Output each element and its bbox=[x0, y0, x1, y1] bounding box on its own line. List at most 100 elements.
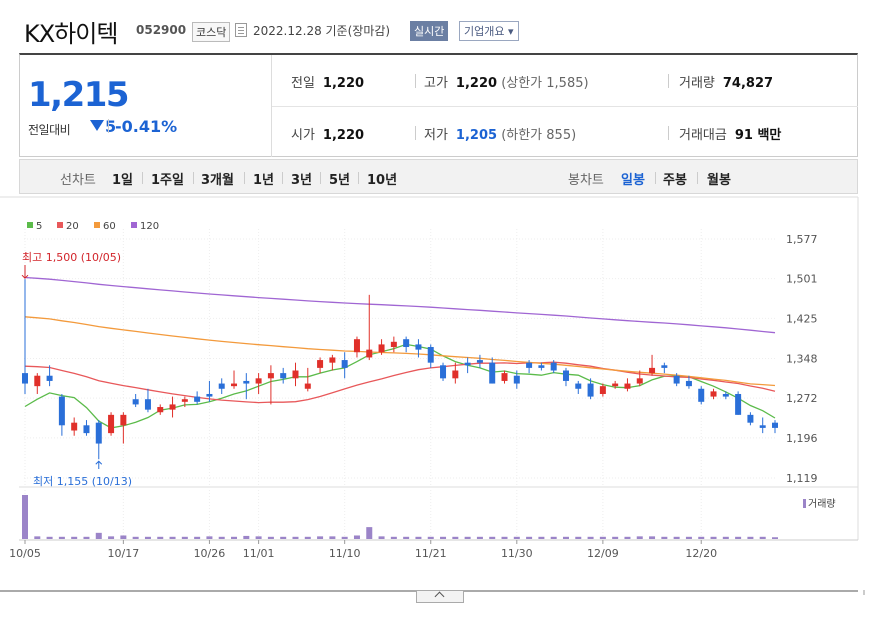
divider bbox=[193, 172, 194, 184]
candle-daily[interactable]: 일봉 bbox=[621, 173, 645, 188]
prev-close-label: 전일 bbox=[291, 76, 315, 91]
candle-chart-label: 봉차트 bbox=[568, 173, 604, 188]
x-tick-label: 11/10 bbox=[329, 547, 361, 560]
period-3y[interactable]: 3년 bbox=[291, 173, 313, 188]
volume-bar bbox=[95, 532, 102, 539]
volume-bar bbox=[440, 536, 447, 539]
volume-bar bbox=[538, 536, 545, 539]
realtime-button[interactable]: 실시간 bbox=[410, 21, 449, 41]
volume-bar bbox=[231, 536, 238, 539]
candle-body bbox=[624, 383, 631, 389]
change-value: 5 bbox=[90, 117, 116, 136]
candle-monthly[interactable]: 월봉 bbox=[707, 173, 731, 188]
x-tick-label: 10/26 bbox=[194, 547, 226, 560]
volume-bar bbox=[710, 536, 717, 539]
candle-body bbox=[587, 383, 594, 397]
max-arrow bbox=[21, 265, 29, 279]
period-3m[interactable]: 3개월 bbox=[201, 173, 234, 188]
lower-limit: (하한가 855) bbox=[501, 128, 577, 143]
volume-bar bbox=[46, 536, 53, 539]
high-value: 1,220 bbox=[455, 76, 498, 91]
candle-body bbox=[194, 396, 201, 402]
collapse-chart-button[interactable] bbox=[416, 591, 464, 603]
header: KX하이텍 052900 코스닥 2022.12.28 기준(장마감) 실시간 … bbox=[0, 0, 870, 52]
volume-bar bbox=[181, 536, 188, 539]
volume-bar bbox=[206, 536, 213, 539]
candle-body bbox=[476, 360, 483, 363]
period-1y[interactable]: 1년 bbox=[253, 173, 275, 188]
candle-body bbox=[759, 425, 766, 428]
candle-body bbox=[255, 378, 262, 384]
candle-body bbox=[612, 383, 619, 387]
divider bbox=[320, 172, 321, 184]
x-tick-label: 10/05 bbox=[9, 547, 41, 560]
row-divider bbox=[272, 106, 858, 107]
volume-bar bbox=[329, 536, 336, 539]
x-tick-label: 11/21 bbox=[415, 547, 447, 560]
volume-label: 거래량 bbox=[679, 76, 715, 91]
volume-bars bbox=[22, 495, 778, 539]
volume-bar bbox=[661, 536, 668, 539]
change-amount: 5 bbox=[105, 117, 117, 136]
volume-bar bbox=[58, 536, 65, 539]
candle-body bbox=[34, 375, 41, 387]
open-value: 1,220 bbox=[322, 128, 365, 143]
period-5y[interactable]: 5년 bbox=[329, 173, 351, 188]
volume-bar bbox=[636, 536, 643, 539]
candle-body bbox=[157, 407, 164, 413]
candle-body bbox=[649, 367, 656, 374]
volume-bar bbox=[132, 536, 139, 539]
divider bbox=[142, 172, 143, 184]
ma-line-60 bbox=[24, 316, 776, 387]
period-10y[interactable]: 10년 bbox=[367, 173, 398, 188]
candle-body bbox=[501, 373, 508, 381]
candle-body bbox=[95, 422, 102, 444]
quote-panel: 1,215 전일대비 5 -0.41% 전일 1,220 고가 1,220 (상한가… bbox=[19, 53, 858, 157]
volume-bar bbox=[366, 527, 373, 539]
low-label: 저가 bbox=[424, 128, 448, 143]
company-overview-button[interactable]: 기업개요 ▾ bbox=[459, 21, 519, 41]
x-tick-label: 11/01 bbox=[243, 547, 275, 560]
candle-body bbox=[292, 370, 299, 379]
volume-bar bbox=[120, 535, 127, 539]
candle-body bbox=[599, 386, 606, 394]
candle-body bbox=[181, 399, 188, 402]
candle-body bbox=[538, 365, 545, 368]
x-tick-label: 12/20 bbox=[685, 547, 717, 560]
candle-body bbox=[341, 360, 348, 368]
candle-body bbox=[304, 383, 311, 389]
x-tick-label: 12/09 bbox=[587, 547, 619, 560]
base-date: 2022.12.28 기준(장마감) bbox=[253, 24, 391, 38]
period-1w[interactable]: 1주일 bbox=[151, 173, 184, 188]
candle-body bbox=[526, 362, 533, 368]
candlestick-chart: 5 20 60 120 1,5771,5011,4251,3481,2721,1961… bbox=[0, 196, 865, 595]
y-tick-label: 1,119 bbox=[786, 472, 818, 485]
candle-body bbox=[169, 404, 176, 410]
candle-body bbox=[550, 362, 557, 371]
candle-body bbox=[144, 399, 151, 410]
quote-summary: 1,215 전일대비 5 -0.41% bbox=[20, 55, 272, 157]
divider bbox=[655, 172, 656, 184]
candle-body bbox=[735, 393, 742, 415]
legend-label: 120 bbox=[140, 221, 159, 232]
volume-bar bbox=[685, 536, 692, 539]
divider bbox=[282, 172, 283, 184]
volume-bar bbox=[772, 537, 778, 539]
candle-body bbox=[378, 344, 385, 353]
volume-bar bbox=[378, 536, 385, 539]
volume-bar bbox=[550, 536, 557, 539]
market-badge: 코스닥 bbox=[192, 22, 231, 42]
volume-bar bbox=[526, 536, 533, 539]
grid bbox=[0, 196, 865, 595]
amount-label: 거래대금 bbox=[679, 128, 727, 143]
candle-weekly[interactable]: 주봉 bbox=[663, 173, 687, 188]
candle-body bbox=[403, 339, 410, 348]
divider bbox=[108, 119, 109, 133]
candle-body bbox=[206, 393, 213, 397]
volume-bar bbox=[489, 536, 496, 539]
change-percent: -0.41% bbox=[115, 117, 178, 136]
volume-bar bbox=[108, 536, 115, 539]
volume-bar bbox=[353, 535, 360, 539]
candle-body bbox=[353, 339, 360, 353]
period-1d[interactable]: 1일 bbox=[112, 173, 134, 188]
